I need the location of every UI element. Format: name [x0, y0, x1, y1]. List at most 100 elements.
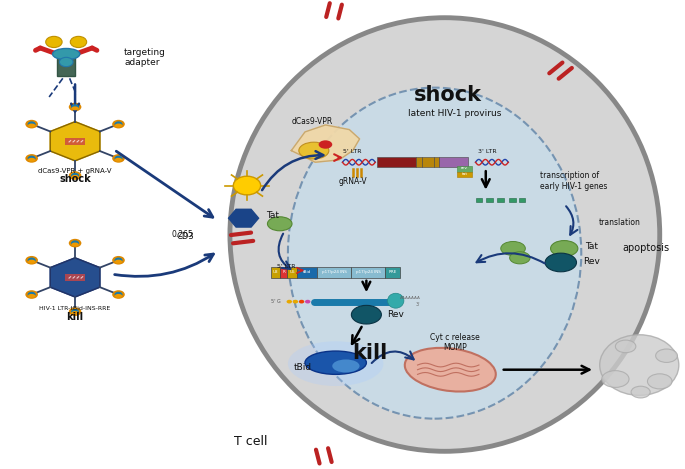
- Bar: [457, 172, 472, 177]
- Ellipse shape: [114, 156, 123, 161]
- Ellipse shape: [115, 123, 122, 128]
- Ellipse shape: [25, 154, 38, 163]
- Text: rev: rev: [461, 166, 468, 170]
- Ellipse shape: [68, 307, 82, 316]
- Ellipse shape: [305, 351, 366, 374]
- Bar: [416, 157, 422, 167]
- Bar: [457, 166, 472, 172]
- Bar: [317, 267, 351, 278]
- Ellipse shape: [25, 256, 38, 265]
- Ellipse shape: [545, 253, 577, 272]
- Text: Tat: Tat: [266, 212, 279, 220]
- Text: kill: kill: [352, 343, 388, 363]
- Bar: [486, 198, 493, 202]
- Ellipse shape: [112, 120, 125, 129]
- Ellipse shape: [112, 256, 125, 265]
- Ellipse shape: [71, 37, 87, 47]
- Text: tat: tat: [462, 172, 468, 176]
- Ellipse shape: [230, 18, 660, 451]
- Bar: [58, 55, 75, 76]
- Ellipse shape: [27, 121, 36, 127]
- Ellipse shape: [115, 294, 122, 298]
- Ellipse shape: [234, 176, 260, 195]
- Polygon shape: [229, 209, 258, 227]
- Text: tBid: tBid: [303, 270, 311, 274]
- Bar: [377, 157, 416, 167]
- Ellipse shape: [68, 239, 82, 248]
- Ellipse shape: [71, 175, 79, 179]
- Ellipse shape: [53, 48, 80, 60]
- Ellipse shape: [647, 374, 672, 389]
- Bar: [519, 198, 525, 202]
- Ellipse shape: [114, 121, 123, 127]
- Ellipse shape: [115, 158, 122, 162]
- Bar: [386, 267, 401, 278]
- Ellipse shape: [267, 217, 292, 231]
- Text: dCas9-VPR: dCas9-VPR: [291, 117, 332, 126]
- Ellipse shape: [71, 173, 79, 178]
- Text: transcription of
early HIV-1 genes: transcription of early HIV-1 genes: [540, 171, 608, 190]
- Ellipse shape: [656, 349, 677, 363]
- Ellipse shape: [28, 294, 36, 298]
- Ellipse shape: [286, 300, 292, 303]
- Bar: [351, 267, 386, 278]
- Text: 5' LTR: 5' LTR: [343, 150, 362, 154]
- Bar: [434, 157, 439, 167]
- Ellipse shape: [292, 300, 298, 303]
- Ellipse shape: [27, 257, 36, 263]
- Ellipse shape: [71, 241, 79, 246]
- Ellipse shape: [25, 290, 38, 299]
- Text: T cell: T cell: [234, 436, 267, 448]
- Text: Cyt c release
MOMP: Cyt c release MOMP: [430, 333, 480, 352]
- Text: shock: shock: [59, 174, 91, 184]
- Ellipse shape: [68, 171, 82, 180]
- Text: 5' G: 5' G: [271, 299, 281, 303]
- Bar: [65, 274, 85, 281]
- Ellipse shape: [28, 123, 36, 128]
- Bar: [497, 198, 504, 202]
- Ellipse shape: [112, 290, 125, 299]
- Ellipse shape: [27, 156, 36, 161]
- Ellipse shape: [332, 359, 360, 372]
- Ellipse shape: [501, 242, 525, 256]
- Text: 5' LTR: 5' LTR: [277, 264, 296, 269]
- Ellipse shape: [28, 158, 36, 162]
- Ellipse shape: [27, 292, 36, 297]
- Text: apoptosis: apoptosis: [623, 243, 670, 253]
- Bar: [297, 267, 317, 278]
- Ellipse shape: [601, 371, 629, 387]
- Text: 0.265: 0.265: [171, 230, 193, 239]
- Ellipse shape: [71, 242, 79, 246]
- Text: 3': 3': [415, 303, 420, 307]
- Text: RRE: RRE: [389, 270, 397, 274]
- Ellipse shape: [288, 88, 582, 419]
- Text: dCas9-VPR + gRNA-V: dCas9-VPR + gRNA-V: [38, 168, 112, 174]
- Ellipse shape: [25, 120, 38, 129]
- Text: CD3: CD3: [177, 232, 195, 242]
- Text: targeting
adapter: targeting adapter: [124, 48, 166, 67]
- Text: U3: U3: [273, 270, 279, 274]
- Ellipse shape: [615, 340, 636, 353]
- Ellipse shape: [71, 106, 79, 110]
- Ellipse shape: [71, 309, 79, 314]
- Text: gRNA-V: gRNA-V: [339, 177, 368, 186]
- Ellipse shape: [405, 348, 496, 392]
- Text: latent HIV-1 provirus: latent HIV-1 provirus: [408, 109, 501, 118]
- Ellipse shape: [319, 140, 332, 149]
- Text: AAAAAAA: AAAAAAA: [400, 296, 421, 300]
- Text: p17/p24 INS: p17/p24 INS: [356, 270, 381, 274]
- Ellipse shape: [68, 103, 82, 111]
- Ellipse shape: [60, 57, 73, 67]
- Bar: [271, 267, 280, 278]
- Polygon shape: [291, 125, 360, 162]
- Ellipse shape: [299, 142, 329, 159]
- Text: Tat: Tat: [585, 242, 598, 250]
- Ellipse shape: [299, 300, 304, 303]
- Ellipse shape: [115, 260, 122, 264]
- Text: 3' LTR: 3' LTR: [478, 150, 497, 154]
- Ellipse shape: [351, 305, 382, 324]
- Ellipse shape: [112, 154, 125, 163]
- Text: Rev: Rev: [387, 310, 403, 319]
- Ellipse shape: [288, 341, 384, 386]
- Bar: [422, 157, 434, 167]
